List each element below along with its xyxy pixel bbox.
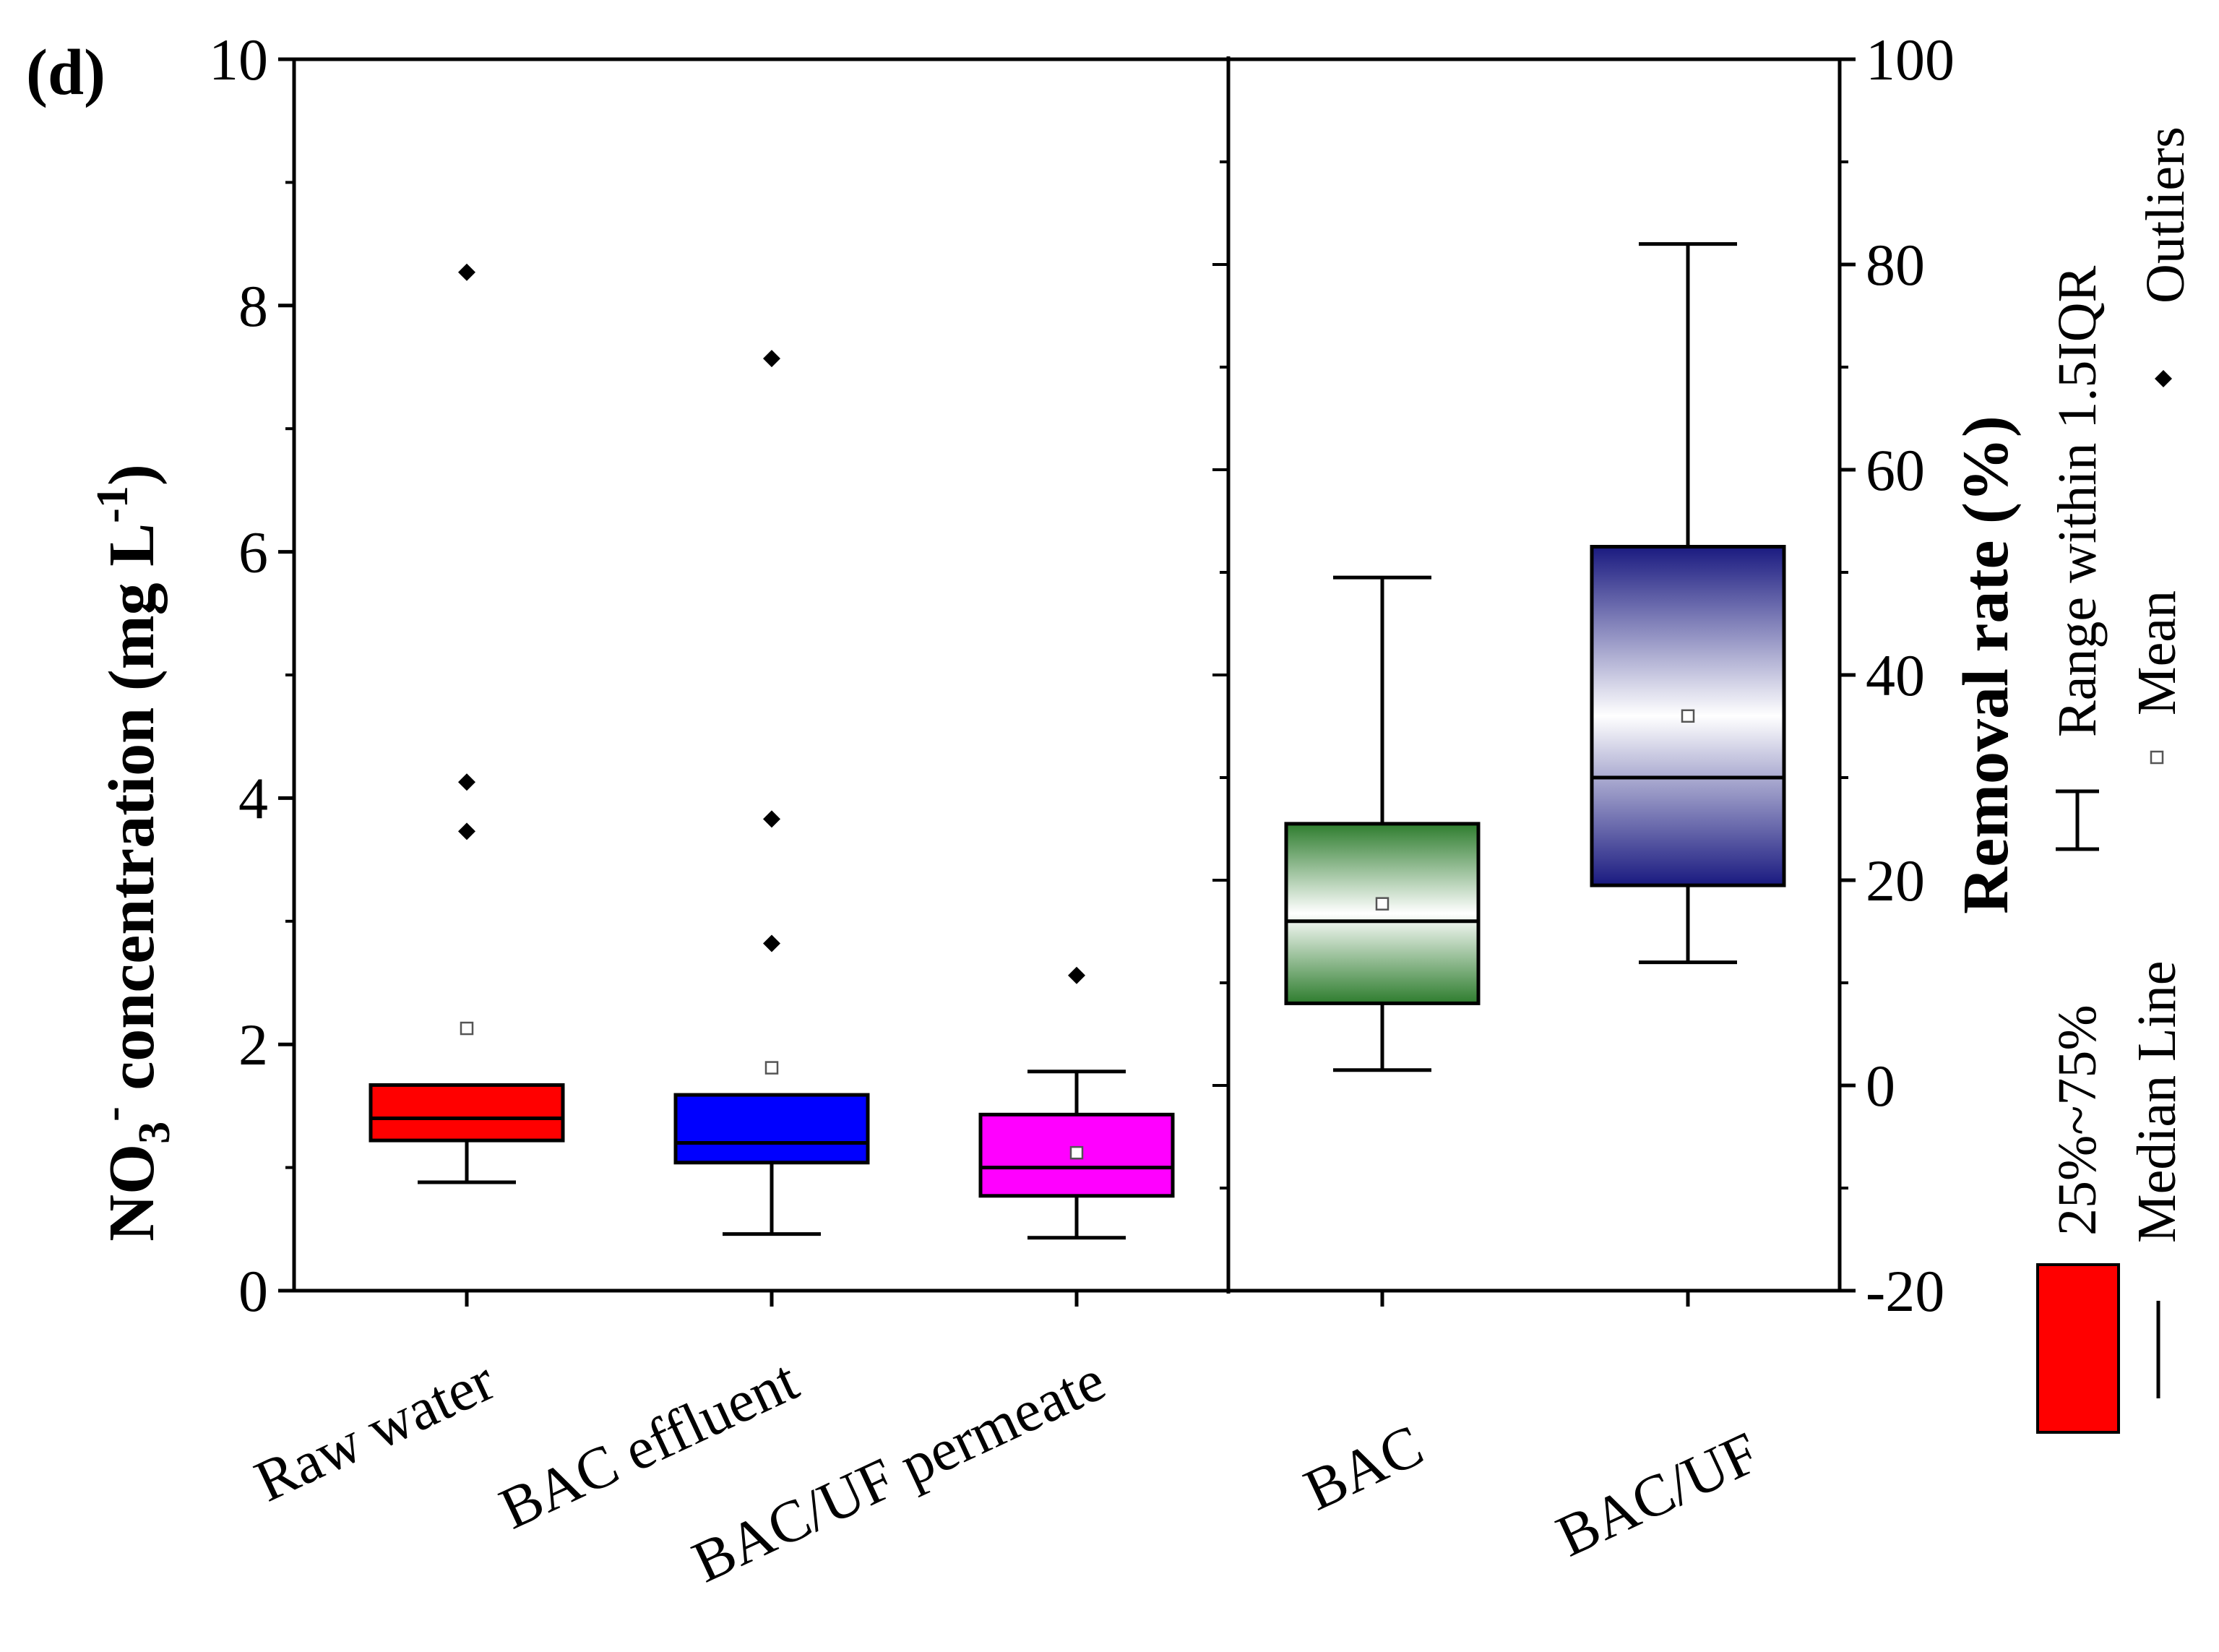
legend-outlier-swatch — [2155, 370, 2172, 387]
box-iqr — [369, 1083, 565, 1143]
right-y-tick-label: 60 — [1866, 437, 1925, 503]
outlier-marker — [458, 773, 475, 791]
outlier-marker — [1068, 966, 1085, 984]
outlier-marker — [458, 263, 475, 281]
right-axis-title: Removal rate (%) — [1950, 416, 2022, 914]
right-y-tick-label: 20 — [1866, 848, 1925, 913]
outlier-marker — [763, 810, 780, 828]
outlier-marker — [763, 934, 780, 952]
right-y-tick-label: 40 — [1866, 642, 1925, 708]
legend-mean-swatch — [2150, 750, 2164, 765]
right-y-tick-label: 0 — [1866, 1053, 1895, 1119]
left-y-tick-label: 8 — [238, 273, 268, 339]
legend-box-label: 25%~75% — [2047, 1004, 2108, 1236]
outlier-marker — [458, 822, 475, 840]
legend-mean-label: Mean — [2127, 590, 2187, 715]
panel-label: (d) — [26, 37, 105, 108]
left-axis-title-superscript: -1 — [88, 486, 137, 523]
right-panel: -20 0 20 40 60 80 100 BAC BAC/UF — [1284, 27, 1955, 1570]
left-y-tick-label: 0 — [238, 1258, 268, 1324]
legend-outlier-label: Outliers — [2135, 126, 2196, 304]
x-category-label: Raw water — [245, 1347, 504, 1515]
mean-marker — [764, 1061, 779, 1075]
box-bac-uf-permeate — [978, 966, 1175, 1307]
x-category-label: BAC/UF — [1547, 1419, 1769, 1570]
left-y-tick-label: 6 — [238, 520, 268, 585]
left-axis-title-part: NO — [96, 1144, 168, 1242]
mean-marker — [1069, 1145, 1084, 1160]
legend: 25%~75% Median Line Range within 1.5IQR … — [2036, 126, 2196, 1434]
mean-marker — [1375, 897, 1389, 911]
right-y-tick-label: 80 — [1866, 232, 1925, 298]
x-category-label: BAC — [1294, 1412, 1432, 1523]
left-axis-title: NO3- concentration (mg L-1) — [88, 464, 179, 1242]
left-y-tick-label: 2 — [238, 1012, 268, 1077]
right-y-tick-label: 100 — [1866, 27, 1955, 93]
left-y-tick-label: 4 — [238, 765, 268, 831]
left-axis-title-superscript: - — [88, 1106, 137, 1122]
mean-marker — [460, 1021, 474, 1036]
box-iqr — [673, 1093, 870, 1165]
outlier-marker — [763, 350, 780, 368]
box-bac-uf — [1590, 242, 1786, 1307]
box-iqr — [1284, 822, 1481, 1005]
right-y-tick-label: -20 — [1866, 1258, 1944, 1324]
legend-box-swatch — [2036, 1263, 2120, 1434]
left-axis-title-part: concentration (mg L — [96, 523, 168, 1106]
left-axis-title-part: ) — [96, 464, 168, 486]
left-axis-title-subscript: 3 — [130, 1122, 179, 1144]
legend-whisker-label: Range within 1.5IQR — [2047, 265, 2108, 737]
mean-marker — [1681, 709, 1695, 723]
box-raw-water — [369, 263, 565, 1307]
legend-median-label: Median Line — [2127, 961, 2187, 1243]
box-bac — [1284, 575, 1481, 1307]
legend-whisker-swatch — [2056, 789, 2099, 851]
left-y-tick-label: 10 — [209, 27, 268, 93]
box-bac-effluent — [673, 350, 870, 1307]
